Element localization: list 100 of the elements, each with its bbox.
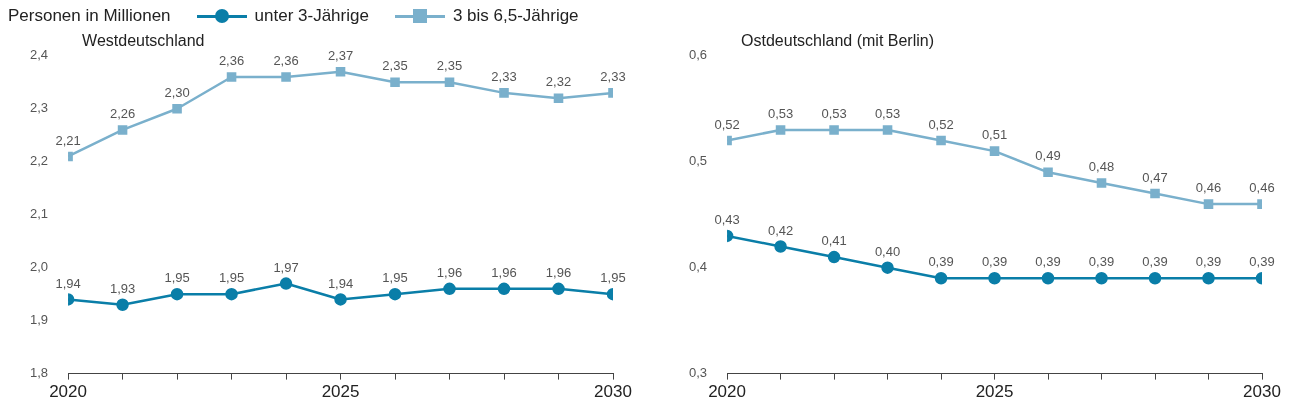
point	[552, 282, 565, 296]
y-tick-label: 2,1	[29, 206, 49, 222]
data-label: 0,39	[981, 254, 1008, 270]
point	[443, 282, 456, 296]
data-label: 0,39	[1142, 254, 1168, 270]
y-tick-label: 1,8	[29, 365, 49, 381]
y-tick-label: 0,3	[688, 365, 708, 381]
data-label: 2,26	[109, 106, 136, 122]
data-label: 1,95	[600, 270, 626, 286]
point	[281, 72, 291, 82]
data-label: 0,43	[714, 211, 740, 227]
point	[775, 125, 786, 135]
data-label: 1,94	[327, 275, 354, 291]
point	[117, 125, 128, 135]
y-tick-label: 2,2	[29, 153, 49, 169]
point	[1150, 188, 1160, 199]
data-label: 0,49	[1035, 148, 1061, 164]
x-tick-label: 2025	[975, 382, 1014, 402]
data-label: 0,48	[1088, 159, 1115, 174]
point	[882, 125, 893, 135]
data-label: 0,47	[1142, 169, 1168, 185]
data-label: 0,53	[874, 106, 901, 122]
data-label: 0,40	[874, 243, 901, 259]
point	[390, 77, 400, 88]
point	[334, 293, 347, 306]
point	[170, 287, 184, 301]
data-label: 2,30	[164, 84, 190, 100]
y-tick-label: 2,3	[29, 100, 49, 116]
point	[1096, 178, 1107, 188]
data-label: 0,46	[1249, 180, 1275, 196]
data-label: 0,41	[821, 233, 847, 249]
x-tick-label: 2025	[321, 382, 360, 402]
data-label: 0,52	[928, 116, 954, 132]
point	[444, 77, 455, 88]
data-label: 2,33	[600, 68, 626, 84]
data-label: 2,37	[327, 47, 354, 63]
data-label: 0,52	[714, 116, 740, 132]
chart-title: Ostdeutschland (mit Berlin)	[741, 32, 935, 50]
point	[279, 277, 293, 290]
point	[827, 250, 841, 264]
x-tick-label: 2020	[49, 382, 87, 402]
data-label: 0,39	[1088, 254, 1115, 270]
data-label: 2,21	[55, 132, 81, 148]
data-label: 2,36	[273, 53, 299, 69]
legend-label: 3 bis 6,5-Jährige	[452, 6, 579, 26]
point	[116, 298, 129, 311]
data-label: 2,36	[218, 53, 245, 69]
y-tick-label: 2,0	[29, 259, 49, 275]
data-label: 0,39	[1035, 254, 1061, 270]
x-tick-label: 2030	[1243, 382, 1281, 402]
data-label: 1,96	[545, 264, 572, 280]
point	[226, 72, 237, 82]
data-label: 2,35	[436, 58, 463, 74]
y-tick-label: 0,6	[688, 47, 708, 63]
data-label: 1,94	[55, 275, 81, 291]
point	[388, 287, 402, 301]
data-label: 0,39	[928, 254, 954, 270]
point	[989, 146, 1000, 156]
point	[225, 287, 238, 301]
point	[1148, 272, 1162, 285]
point	[553, 93, 564, 103]
y-axis-title: Personen in Millionen	[8, 6, 171, 26]
data-label: 1,95	[218, 270, 245, 286]
data-label: 0,53	[821, 106, 847, 122]
data-label: 1,96	[491, 264, 517, 280]
data-label: 1,96	[436, 264, 463, 280]
point	[934, 272, 948, 285]
point	[172, 103, 182, 114]
data-label: 0,46	[1195, 180, 1222, 196]
data-label: 0,51	[981, 127, 1008, 143]
data-label: 1,95	[382, 270, 408, 286]
point	[1202, 272, 1215, 285]
y-tick-label: 2,4	[29, 47, 49, 63]
data-label: 2,35	[382, 58, 408, 74]
point	[881, 261, 894, 274]
y-tick-label: 0,4	[688, 259, 708, 275]
data-label: 1,95	[164, 270, 190, 286]
data-label: 2,32	[545, 74, 572, 90]
legend-label: unter 3-Jährige	[254, 6, 369, 26]
data-label: 0,53	[767, 106, 794, 122]
data-label: 2,33	[491, 68, 517, 84]
x-tick-label: 2020	[708, 382, 746, 402]
data-label: 1,97	[273, 259, 299, 275]
point	[936, 135, 946, 146]
point	[774, 240, 787, 253]
chart-title: Westdeutschland	[82, 32, 205, 50]
point	[499, 88, 509, 98]
point	[829, 125, 839, 135]
data-label: 1,93	[109, 280, 136, 296]
point	[1203, 199, 1214, 209]
point	[1043, 167, 1053, 178]
data-label: 0,39	[1195, 254, 1222, 270]
point	[1095, 272, 1108, 285]
point	[988, 272, 1001, 285]
y-tick-label: 1,9	[29, 312, 49, 328]
point	[335, 66, 346, 77]
x-tick-label: 2030	[594, 382, 632, 402]
data-label: 0,39	[1249, 254, 1275, 270]
point	[497, 282, 511, 296]
point	[1041, 272, 1055, 285]
